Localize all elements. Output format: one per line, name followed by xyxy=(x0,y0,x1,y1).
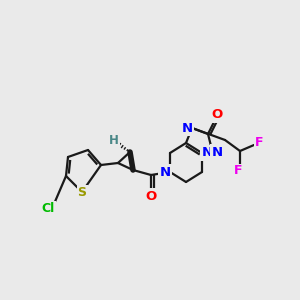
Text: O: O xyxy=(146,190,157,202)
Text: S: S xyxy=(77,185,86,199)
Text: N: N xyxy=(182,122,193,134)
Text: H: H xyxy=(109,134,119,146)
Text: N: N xyxy=(212,146,223,158)
Text: N: N xyxy=(159,166,171,178)
Text: F: F xyxy=(255,136,263,149)
Text: N: N xyxy=(201,146,213,160)
Text: Cl: Cl xyxy=(41,202,55,214)
Text: O: O xyxy=(212,109,223,122)
Text: F: F xyxy=(234,164,242,178)
